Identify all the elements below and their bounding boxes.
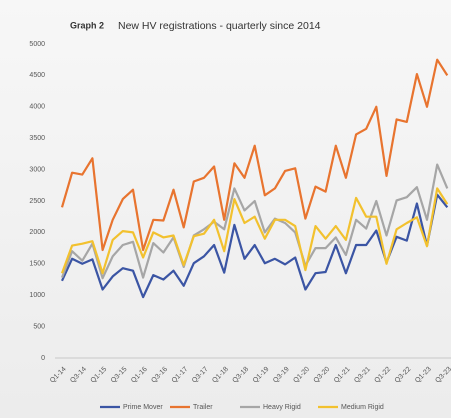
x-tick-label: Q1-20 (292, 366, 311, 385)
x-tick-label: Q1-19 (252, 366, 271, 385)
x-tick-label: Q1-23 (414, 366, 433, 385)
x-tick-label: Q3-22 (394, 366, 413, 385)
series-line (61, 193, 449, 299)
x-tick-label: Q3-20 (313, 366, 332, 385)
x-tick-label: Q3-18 (232, 366, 251, 385)
x-tick-label: Q1-21 (333, 366, 352, 385)
x-tick-label: Q1-15 (90, 366, 109, 385)
y-tick-label: 2500 (29, 198, 45, 205)
legend-label: Prime Mover (123, 404, 163, 411)
chart-title: New HV registrations - quarterly since 2… (118, 20, 321, 32)
x-tick-label: Q3-15 (110, 366, 129, 385)
y-tick-label: 4500 (29, 72, 45, 79)
series-line (60, 163, 449, 280)
y-tick-label: 0 (41, 355, 45, 362)
legend-label: Heavy Rigid (263, 404, 301, 411)
y-tick-label: 1500 (29, 261, 45, 268)
x-tick-label: Q1-22 (373, 366, 392, 385)
x-tick-label: Q3-23 (434, 366, 451, 385)
series-line (60, 58, 449, 252)
y-tick-label: 2000 (29, 229, 45, 236)
y-tick-label: 3500 (29, 135, 45, 142)
y-tick-label: 3000 (29, 166, 45, 173)
y-tick-label: 1000 (29, 292, 45, 299)
x-tick-label: Q1-17 (171, 366, 190, 385)
chart-title-prefix: Graph 2 (70, 20, 104, 30)
y-tick-label: 5000 (29, 41, 45, 48)
x-tick-label: Q3-14 (69, 366, 88, 385)
y-tick-label: 500 (33, 323, 45, 330)
y-tick-label: 4000 (29, 104, 45, 111)
x-tick-label: Q3-21 (353, 366, 372, 385)
x-tick-label: Q3-16 (150, 366, 169, 385)
legend-label: Medium Rigid (341, 404, 384, 411)
x-tick-label: Q1-16 (130, 366, 149, 385)
x-tick-label: Q3-17 (191, 366, 210, 385)
legend-label: Trailer (193, 404, 213, 411)
x-tick-label: Q1-18 (211, 366, 230, 385)
x-tick-label: Q1-14 (49, 366, 68, 385)
x-tick-label: Q3-19 (272, 366, 291, 385)
series-line (60, 187, 449, 275)
